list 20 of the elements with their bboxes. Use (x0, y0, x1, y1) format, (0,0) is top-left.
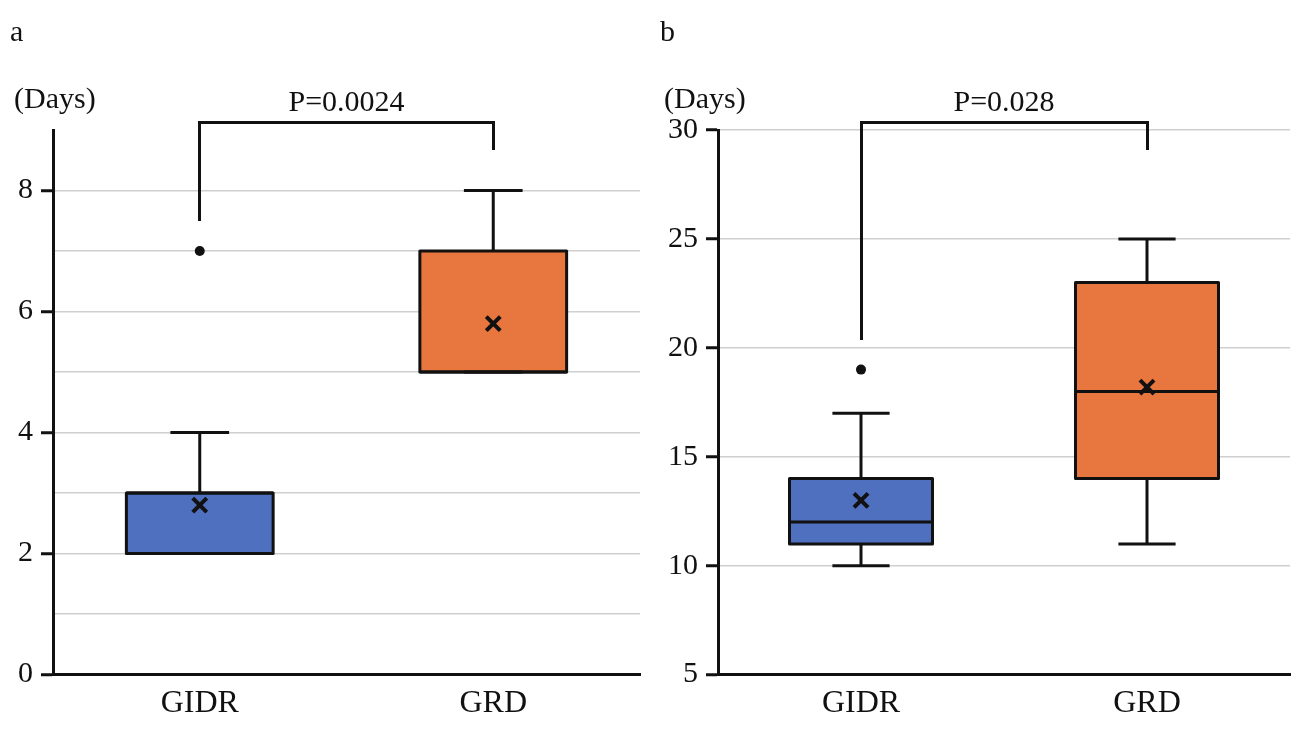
y-tick-label: 0 (18, 655, 33, 689)
x-tick-label: GIDR (821, 683, 901, 720)
x-tick-label: GRD (1113, 683, 1181, 720)
y-tick-label: 2 (18, 534, 33, 568)
y-axis-title: (Days) (14, 80, 96, 115)
chart-title: a (10, 13, 24, 47)
y-tick-label: 8 (18, 171, 33, 205)
y-tick-label: 4 (18, 413, 33, 447)
chart-title: b (660, 13, 675, 47)
y-axis-title: (Days) (664, 80, 746, 115)
text: P=0.028 (953, 83, 1055, 117)
y-tick-label: 10 (668, 546, 698, 580)
text: P=0.0024 (288, 83, 405, 117)
y-tick-label: 6 (18, 292, 33, 326)
y-tick-label: 5 (683, 655, 698, 689)
x-tick-label: GRD (459, 683, 528, 720)
y-tick-label: 25 (668, 219, 698, 253)
x-tick-label: GIDR (160, 683, 240, 720)
y-tick-label: 15 (668, 437, 698, 471)
y-tick-label: 20 (668, 328, 698, 362)
